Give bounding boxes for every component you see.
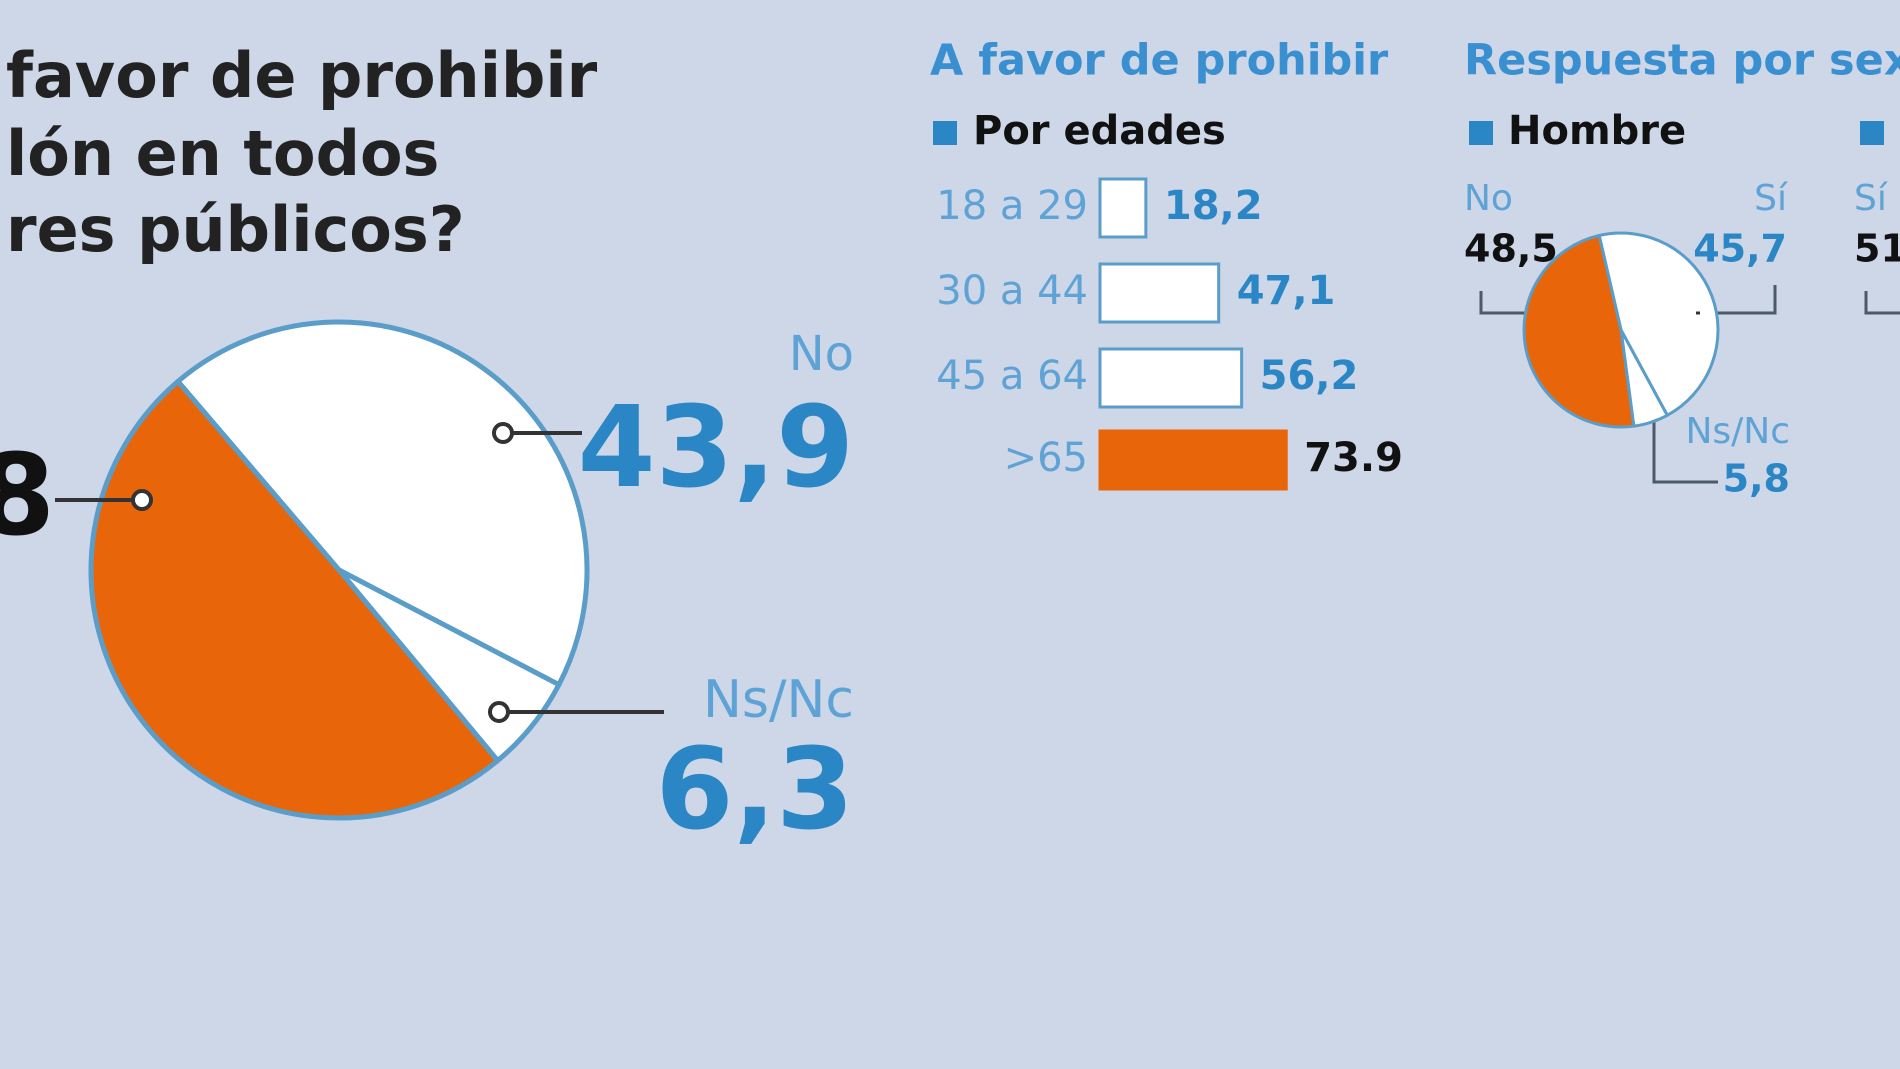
slice-value: 45,7 <box>1693 227 1787 271</box>
pie-slice <box>175 319 590 688</box>
bar <box>1098 429 1288 491</box>
slice-value: 8 <box>0 431 55 561</box>
legend-square <box>1469 121 1493 145</box>
leader-dot <box>492 422 514 444</box>
pie-slice <box>1597 231 1720 417</box>
bar-value: 73.9 <box>1304 435 1403 481</box>
slice-value: 6,3 <box>656 725 854 855</box>
slice-value: 48,5 <box>1464 227 1558 271</box>
pie-subtitle: Hombre <box>1508 108 1686 154</box>
slice-value: 5,8 <box>1723 457 1790 501</box>
bar-title: A favor de prohibir <box>930 36 1389 86</box>
slice-category: Ns/Nc <box>1685 411 1790 452</box>
slice-category: No <box>1464 178 1513 219</box>
bar <box>1098 262 1221 324</box>
bar-category: 18 a 29 <box>936 183 1088 229</box>
leader-line <box>1864 291 1900 315</box>
bar-category: 45 a 64 <box>936 353 1088 399</box>
pie-slice <box>88 378 501 821</box>
bar-value: 47,1 <box>1237 268 1336 314</box>
bar <box>1098 177 1148 239</box>
slice-category: Ns/Nc <box>703 670 854 730</box>
question-line: lón en todos <box>6 117 439 190</box>
bar-category: >65 <box>1004 435 1088 481</box>
legend-square <box>1860 121 1884 145</box>
question-line: res públicos? <box>6 193 465 266</box>
leader-line <box>1696 285 1777 315</box>
bar <box>1098 347 1244 409</box>
slice-category: Sí <box>1754 178 1788 219</box>
leader-dot <box>131 489 153 511</box>
legend-square <box>933 121 957 145</box>
slice-value: 43,9 <box>578 383 854 513</box>
bar-value: 18,2 <box>1164 183 1263 229</box>
pie-title: Respuesta por sex <box>1464 36 1900 86</box>
bar-subtitle: Por edades <box>973 108 1226 154</box>
bar-category: 30 a 44 <box>936 268 1088 314</box>
slice-category: Sí <box>1854 178 1888 219</box>
slice-value: 51, <box>1854 227 1900 271</box>
question-line: favor de prohibir <box>6 39 598 112</box>
pie-slice <box>1522 233 1636 429</box>
bar-value: 56,2 <box>1260 353 1359 399</box>
slice-category: No <box>789 326 854 382</box>
leader-dot <box>488 701 510 723</box>
